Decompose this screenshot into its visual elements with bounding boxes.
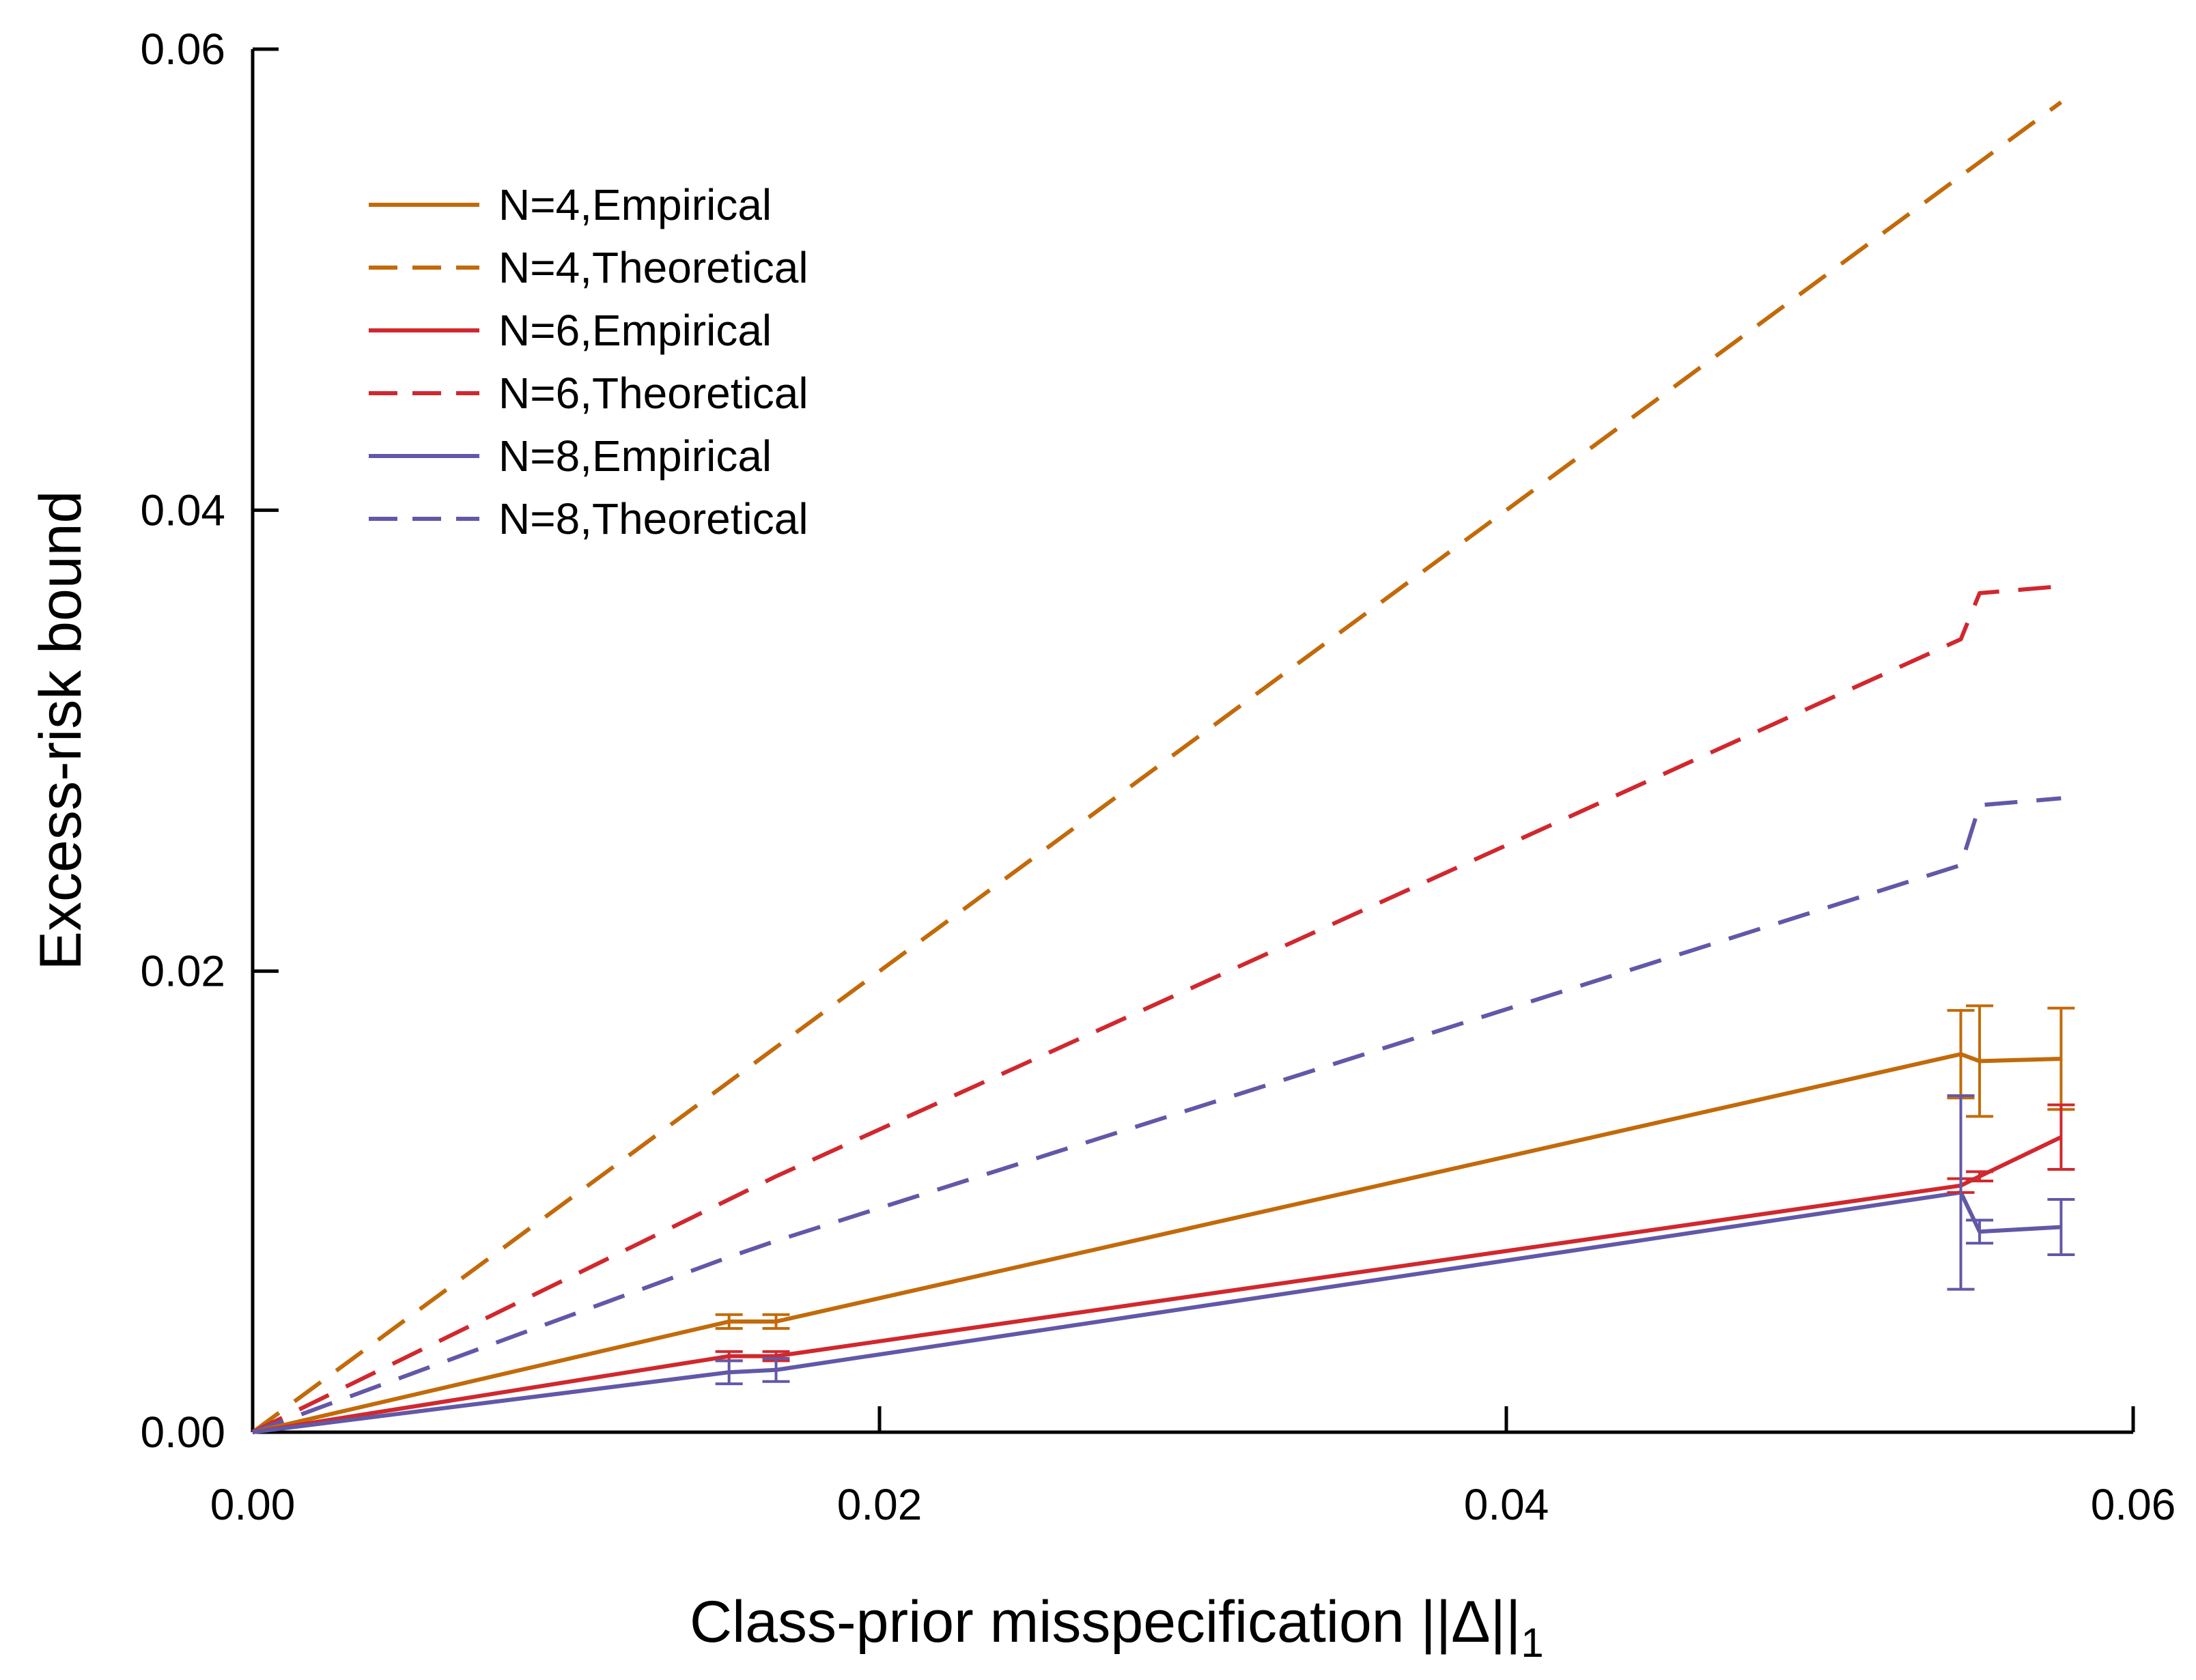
y-axis-title: Excess-risk bound	[28, 491, 94, 971]
x-tick-label: 0.06	[2091, 1480, 2176, 1529]
series-line-n-4-theoretical	[251, 100, 2063, 1434]
axes	[251, 49, 2133, 1434]
series-line-n-8-theoretical	[251, 796, 2061, 1434]
error-bars	[715, 1004, 2075, 1386]
error-bar	[1966, 1170, 1994, 1182]
legend-item: N=6,Empirical	[369, 306, 772, 355]
series-line-n-6-empirical	[252, 1135, 2062, 1434]
series-line-n-6-theoretical	[251, 584, 2061, 1434]
legend: N=4,Empirical N=4,Theoretical N=6,Empirica…	[369, 180, 808, 543]
legend-item: N=6,Theoretical	[369, 369, 808, 418]
y-tick-label: 0.04	[140, 485, 225, 535]
ticks: 0.00 0.02 0.04 0.06 0.00 0.02 0.04 0.06	[140, 25, 2176, 1529]
series-line-n-4-empirical	[252, 1052, 2061, 1434]
plot-lines	[251, 100, 2063, 1434]
error-bar	[1947, 1094, 1975, 1291]
legend-label: N=6,Theoretical	[498, 369, 808, 418]
series-line-n-8-empirical	[252, 1190, 2061, 1434]
legend-item: N=8,Theoretical	[369, 494, 808, 543]
legend-label: N=6,Empirical	[498, 306, 772, 355]
x-axis-title-main: Class-prior misspecification ||Δ||	[690, 1589, 1521, 1655]
legend-item: N=4,Empirical	[369, 180, 772, 229]
x-tick-label: 0.04	[1464, 1480, 1549, 1529]
legend-label: N=8,Theoretical	[498, 494, 808, 543]
y-tick-label: 0.00	[140, 1408, 225, 1457]
x-axis-title-subscript: 1	[1521, 1620, 1543, 1666]
x-tick-label: 0.00	[210, 1480, 296, 1529]
error-bar	[1966, 1219, 1994, 1245]
x-axis-title: Class-prior misspecification ||Δ||1	[690, 1589, 1544, 1666]
y-tick-label: 0.02	[140, 947, 225, 996]
error-bar	[715, 1313, 743, 1330]
error-bar	[2047, 1103, 2075, 1171]
legend-label: N=4,Theoretical	[498, 243, 808, 292]
legend-label: N=4,Empirical	[498, 180, 772, 229]
legend-label: N=8,Empirical	[498, 431, 772, 481]
error-bar	[715, 1359, 743, 1386]
error-bar	[2047, 1197, 2075, 1256]
error-bar	[762, 1356, 790, 1383]
legend-item: N=4,Theoretical	[369, 243, 808, 292]
error-bar	[1966, 1004, 1994, 1118]
error-bar	[762, 1313, 790, 1330]
legend-item: N=8,Empirical	[369, 431, 772, 481]
y-tick-label: 0.06	[140, 25, 225, 74]
x-tick-label: 0.02	[837, 1480, 923, 1529]
error-bar	[1947, 1009, 1975, 1100]
